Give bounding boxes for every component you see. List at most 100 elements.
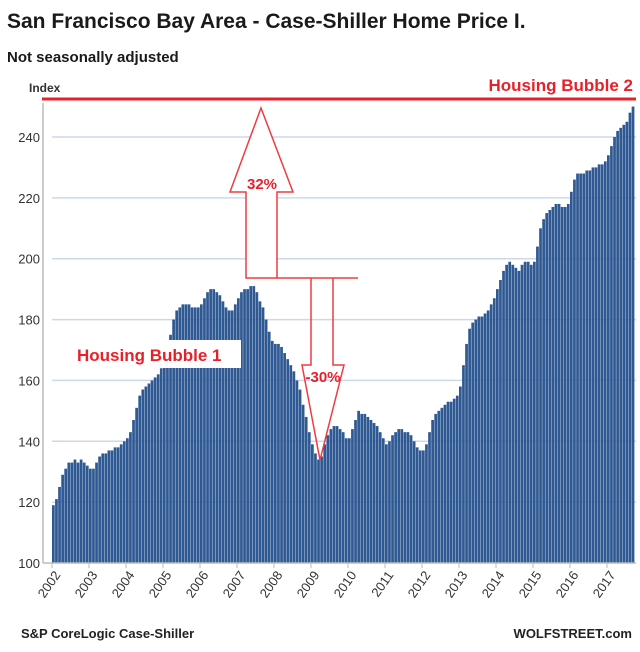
bar [326, 435, 330, 563]
bar [468, 328, 471, 563]
bar [496, 289, 499, 563]
bar [563, 206, 567, 563]
bar [480, 316, 484, 563]
bar [548, 210, 552, 563]
y-tick-label: 200 [18, 252, 40, 267]
source-label: S&P CoreLogic Case-Shiller [21, 626, 194, 641]
y-axis-label: Index [29, 81, 61, 95]
x-tick-label: 2010 [331, 568, 360, 600]
bar [363, 413, 367, 563]
bar [600, 164, 604, 563]
bar [215, 292, 219, 563]
bar [95, 462, 98, 563]
bar [187, 304, 191, 563]
bar [613, 137, 616, 563]
bar [61, 474, 64, 563]
bar [422, 450, 425, 563]
bar [394, 432, 397, 563]
bar [126, 438, 129, 563]
x-tick-label: 2002 [35, 568, 64, 600]
y-tick-label: 160 [18, 373, 40, 388]
bar [107, 450, 111, 563]
bar [465, 343, 468, 563]
bar [85, 465, 89, 563]
bar [89, 468, 92, 563]
bar [196, 307, 200, 563]
bar [240, 292, 243, 563]
bar [576, 173, 579, 563]
bar [397, 429, 401, 563]
y-tick-label: 140 [18, 434, 40, 449]
bar [150, 380, 154, 563]
bar [385, 444, 388, 563]
bar [104, 453, 108, 563]
bar [190, 307, 194, 563]
bar [335, 426, 339, 563]
x-tick-label: 2015 [516, 568, 545, 600]
bubble2-label: Housing Bubble 2 [489, 76, 634, 95]
bar [499, 280, 502, 563]
bubble1-label-box [73, 340, 241, 368]
bar [283, 353, 286, 563]
bar [594, 167, 598, 563]
bar [452, 398, 456, 563]
bar [73, 459, 77, 563]
bar [557, 203, 561, 563]
bar [616, 130, 619, 563]
bar [474, 319, 478, 563]
bar [529, 264, 533, 563]
bar [175, 310, 179, 563]
bar [233, 304, 237, 563]
bar [418, 450, 422, 563]
bar [295, 380, 299, 563]
bar [246, 289, 249, 563]
bar [351, 429, 354, 563]
bar [153, 377, 157, 563]
bar [129, 432, 132, 563]
bar [443, 404, 447, 563]
bar [357, 410, 360, 563]
x-tick-label: 2006 [183, 568, 212, 600]
bar [98, 456, 101, 563]
bar [274, 343, 277, 563]
x-tick-label: 2004 [109, 568, 138, 600]
bar [218, 295, 222, 563]
bar [116, 447, 120, 563]
bar [607, 155, 610, 563]
bar [412, 441, 416, 563]
bar [82, 462, 86, 563]
bar [369, 419, 373, 563]
bar [573, 179, 576, 563]
bar [224, 307, 228, 563]
bar [591, 167, 595, 563]
down-arrow-label: -30% [305, 369, 340, 386]
bar [597, 164, 601, 563]
bar [582, 173, 586, 563]
bar [181, 304, 185, 563]
bar [542, 219, 545, 563]
bar [517, 270, 521, 563]
bar [79, 459, 83, 563]
bar [511, 264, 515, 563]
bar [514, 267, 518, 563]
x-tick-label: 2011 [368, 568, 396, 600]
bar [622, 124, 626, 563]
bar [144, 386, 148, 563]
bar [523, 261, 527, 563]
bar [477, 316, 481, 563]
bar [230, 310, 234, 563]
bar [526, 261, 530, 563]
bar [64, 468, 68, 563]
bar [409, 435, 413, 563]
bar [520, 264, 524, 563]
bar [163, 362, 166, 563]
bar [135, 407, 138, 563]
bar [249, 286, 253, 563]
x-tick-label: 2012 [405, 568, 434, 600]
bar [388, 441, 391, 563]
bar [298, 389, 302, 563]
bar [551, 206, 555, 563]
bar [341, 432, 345, 563]
bar [147, 383, 151, 563]
y-tick-label: 100 [18, 556, 40, 571]
